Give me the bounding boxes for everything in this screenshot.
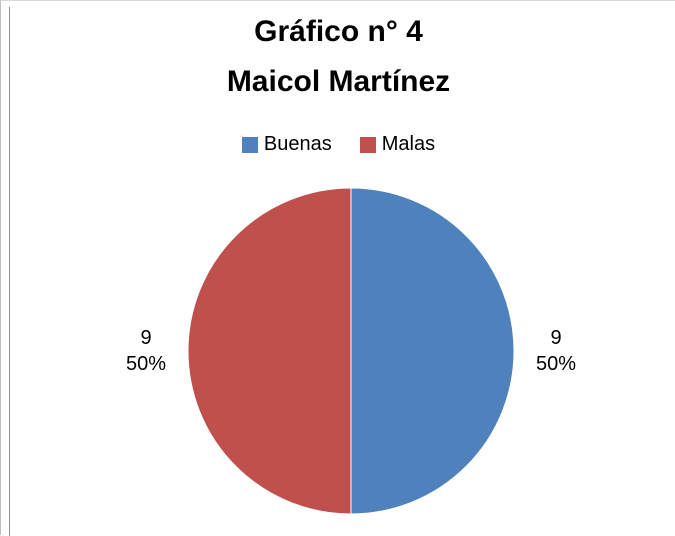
legend-label-malas: Malas <box>381 133 436 155</box>
data-label-malas-percent: 50% <box>125 353 167 375</box>
legend-swatch-buenas <box>241 136 258 153</box>
legend: Buenas Malas <box>1 133 675 156</box>
data-label-buenas-value: 9 <box>550 327 562 349</box>
chart-title-line-1: Gráfico n° 4 <box>254 15 423 48</box>
legend-item-malas: Malas <box>359 133 436 156</box>
pie-slice-buenas <box>350 187 515 515</box>
data-label-malas-value: 9 <box>140 327 152 349</box>
legend-swatch-malas <box>359 136 376 153</box>
legend-label-buenas: Buenas <box>263 133 332 155</box>
legend-item-buenas: Buenas <box>241 133 332 156</box>
chart-title-line-2: Maicol Martínez <box>226 65 451 98</box>
data-label-buenas-percent: 50% <box>535 353 577 375</box>
pie-slice-malas <box>187 187 352 515</box>
data-label-malas: 9 50% <box>116 325 176 377</box>
data-label-buenas: 9 50% <box>526 325 586 377</box>
